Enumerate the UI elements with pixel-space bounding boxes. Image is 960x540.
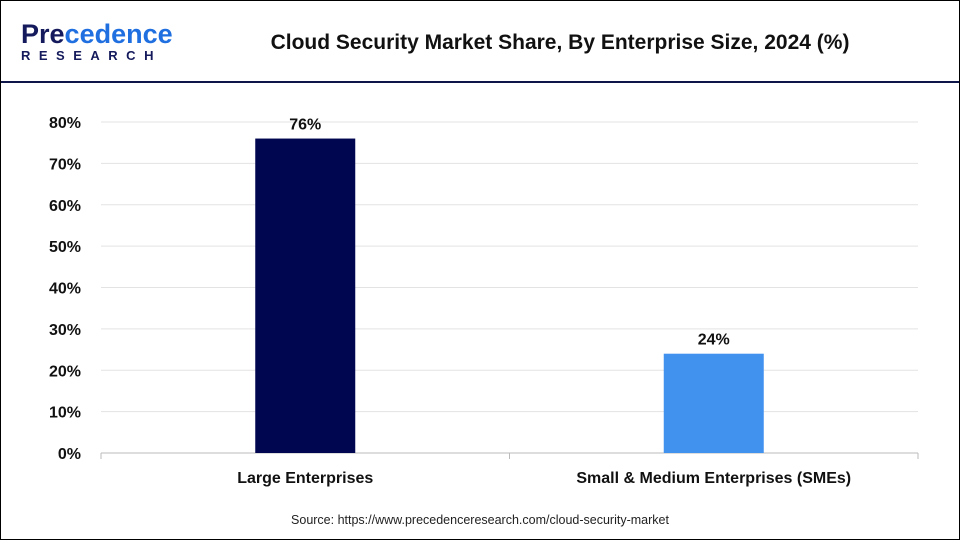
y-tick-label: 70% xyxy=(49,156,81,173)
x-category-label: Large Enterprises xyxy=(237,470,373,487)
y-tick-label: 50% xyxy=(49,239,81,256)
bar xyxy=(663,353,764,453)
x-category-label: Small & Medium Enterprises (SMEs) xyxy=(576,470,851,487)
y-tick-label: 60% xyxy=(49,198,81,215)
precedence-research-logo: Precedence RESEARCH xyxy=(17,19,173,63)
y-tick-label: 80% xyxy=(49,115,81,132)
logo-subtitle: RESEARCH xyxy=(21,48,162,63)
logo-wordmark: Precedence xyxy=(21,19,173,49)
header-divider xyxy=(1,81,959,83)
y-tick-label: 30% xyxy=(49,322,81,339)
bar xyxy=(255,138,356,454)
y-tick-label: 0% xyxy=(58,446,81,463)
y-tick-label: 10% xyxy=(49,405,81,422)
data-label: 76% xyxy=(289,117,321,134)
chart-title: Cloud Security Market Share, By Enterpri… xyxy=(270,31,850,54)
y-tick-label: 20% xyxy=(49,363,81,380)
data-label: 24% xyxy=(698,332,730,349)
source-note: Source: https://www.precedenceresearch.c… xyxy=(291,513,669,527)
y-tick-label: 40% xyxy=(49,281,81,298)
